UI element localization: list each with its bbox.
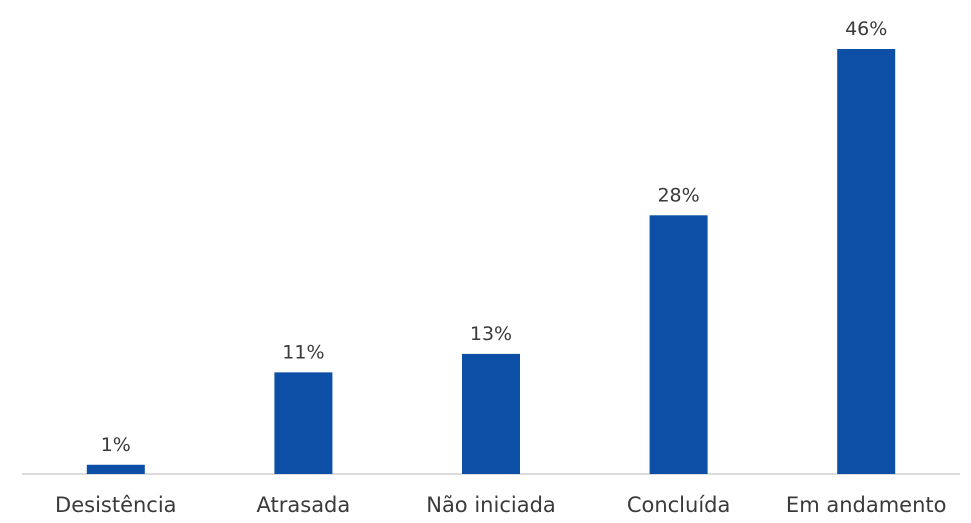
bar [837,49,896,474]
category-label: Não iniciada [426,493,556,517]
bar [86,464,145,474]
category-label: Em andamento [786,493,947,517]
category-labels-group: Desistência Atrasada Não iniciada Concluída… [55,493,946,517]
bar-value-label: 46% [845,18,887,40]
value-labels-group: 1% 11% 13% 28% 46% [101,18,888,456]
bar-value-label: 13% [470,323,512,345]
category-label: Concluída [627,493,731,517]
bar-value-label: 1% [101,434,131,456]
bar [274,372,333,474]
bar-value-label: 28% [657,184,699,206]
category-label: Desistência [55,493,177,517]
bars-group [86,49,896,474]
bar [649,215,708,474]
bar [462,353,520,474]
category-label: Atrasada [257,493,351,517]
bar-value-label: 11% [282,341,324,363]
